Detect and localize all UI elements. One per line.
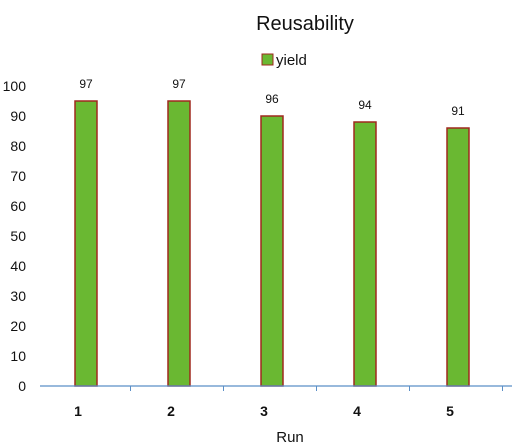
- bar: [74, 100, 98, 387]
- y-tick-label: 50: [10, 228, 26, 244]
- y-axis-ticks: 0 10 20 30 40 50 60 70 80 90 100: [3, 78, 27, 394]
- data-label: 97: [79, 77, 93, 91]
- bars: [74, 100, 470, 387]
- y-tick-label: 90: [10, 108, 26, 124]
- legend-label-yield: yield: [276, 52, 307, 69]
- y-tick-label: 30: [10, 288, 26, 304]
- x-axis-label: Run: [276, 429, 304, 446]
- y-tick-label: 70: [10, 168, 26, 184]
- data-label: 96: [265, 92, 279, 106]
- x-tick-label: 3: [260, 403, 268, 419]
- y-tick-label: 0: [18, 378, 26, 394]
- data-label: 94: [358, 98, 372, 112]
- data-label: 91: [451, 104, 465, 118]
- chart-title: Reusability: [256, 13, 354, 35]
- bar: [353, 121, 377, 387]
- y-tick-label: 60: [10, 198, 26, 214]
- x-tick-label: 4: [353, 403, 361, 419]
- y-tick-label: 80: [10, 138, 26, 154]
- y-tick-label: 100: [3, 78, 27, 94]
- x-tick-label: 1: [74, 403, 82, 419]
- bar: [446, 127, 470, 387]
- legend-swatch-yield: [261, 53, 274, 66]
- y-tick-label: 20: [10, 318, 26, 334]
- y-tick-label: 10: [10, 348, 26, 364]
- data-label: 97: [172, 77, 186, 91]
- legend: yield: [261, 52, 307, 69]
- x-tick-label: 5: [446, 403, 454, 419]
- x-axis-ticks: 1 2 3 4 5: [74, 386, 503, 419]
- bar: [260, 115, 284, 387]
- x-tick-label: 2: [167, 403, 175, 419]
- bar: [167, 100, 191, 387]
- data-labels: 97 97 96 94 91: [79, 77, 465, 118]
- y-tick-label: 40: [10, 258, 26, 274]
